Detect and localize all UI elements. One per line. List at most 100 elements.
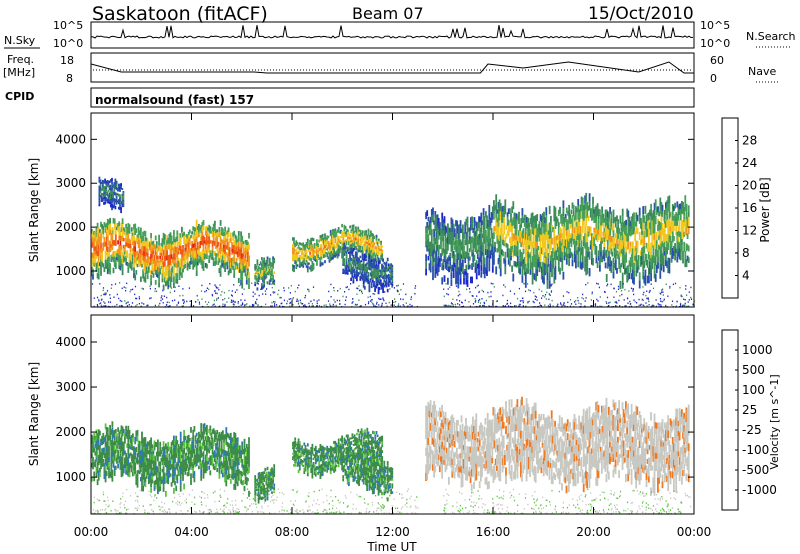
echo-cell [151, 254, 154, 258]
echo-cell [427, 242, 430, 248]
ground-scatter-cell [472, 295, 474, 297]
echo-cell [678, 226, 681, 232]
echo-cell [527, 223, 529, 229]
echo-cell [651, 220, 654, 228]
echo-cell [264, 269, 267, 271]
echo-cell [434, 237, 437, 245]
ground-scatter-cell [578, 302, 580, 304]
echo-cell [203, 240, 206, 244]
echo-cell [595, 246, 598, 252]
echo-cell [342, 234, 345, 238]
ground-scatter-cell [541, 290, 543, 292]
ground-scatter-cell [633, 293, 635, 296]
echo-cell [357, 259, 359, 263]
ground-scatter-cell [590, 299, 592, 301]
echo-cell [374, 258, 376, 262]
echo-cell [371, 255, 373, 259]
echo-cell [554, 207, 557, 215]
echo-cell [122, 255, 125, 259]
ground-scatter-cell [496, 300, 498, 302]
echo-cell [449, 252, 452, 257]
echo-cell [240, 247, 242, 253]
ground-scatter-cell [662, 288, 664, 290]
ground-scatter-cell [613, 296, 615, 298]
echo-cell [559, 267, 561, 275]
echo-cell [578, 213, 581, 218]
echo-cell [443, 255, 446, 263]
echo-cell [437, 255, 440, 262]
echo-cell [440, 240, 442, 245]
echo-cell [504, 206, 507, 215]
echo-cell [458, 231, 461, 239]
echo-cell [121, 252, 124, 259]
echo-cell [578, 226, 581, 231]
echo-cell [313, 259, 316, 261]
echo-cell [678, 248, 681, 254]
echo-cell [620, 231, 623, 236]
echo-cell [665, 234, 667, 241]
echo-cell [380, 255, 382, 258]
ground-scatter-cell [166, 304, 168, 306]
ground-scatter-cell [356, 303, 358, 306]
echo-cell [669, 250, 672, 255]
echo-cell [546, 264, 549, 273]
ground-scatter-cell [447, 288, 449, 290]
ground-scatter-cell [575, 299, 577, 302]
echo-cell [234, 234, 237, 239]
echo-cell [577, 212, 580, 220]
echo-cell [194, 254, 197, 258]
echo-cell [527, 217, 529, 224]
echo-cell [486, 262, 488, 270]
echo-cell [551, 270, 553, 278]
echo-cell [600, 220, 602, 226]
echo-cell [371, 274, 374, 277]
echo-cell [169, 248, 172, 255]
echo-cell [386, 275, 389, 279]
echo-cell [334, 231, 337, 235]
echo-cell [621, 232, 624, 241]
echo-cell [550, 238, 552, 244]
noise-left-ticks: 10^5 10^0 [53, 19, 83, 50]
ground-scatter-cell [561, 304, 563, 307]
ground-scatter-cell [487, 291, 489, 294]
echo-cell [110, 233, 113, 237]
echo-cell [622, 259, 625, 265]
echo-cell [342, 260, 345, 264]
echo-cell [155, 273, 158, 277]
echo-cell [95, 440, 98, 446]
echo-cell [109, 430, 111, 436]
ground-scatter-cell [445, 304, 447, 307]
ground-scatter-cell [394, 298, 396, 300]
echo-cell [356, 233, 358, 236]
echo-cell [457, 274, 460, 282]
echo-cell [128, 229, 131, 234]
ground-scatter-cell [384, 291, 386, 293]
ground-scatter-cell [680, 302, 682, 305]
echo-cell [223, 248, 225, 253]
echo-cell [632, 227, 634, 235]
echo-cell [188, 261, 191, 266]
echo-cell [675, 230, 678, 235]
echo-cell [577, 240, 580, 247]
echo-cell [585, 234, 588, 243]
ground-scatter-cell [372, 303, 374, 305]
echo-cell [255, 265, 258, 268]
echo-cell [336, 239, 339, 243]
ground-scatter-cell [223, 291, 225, 294]
echo-cell [445, 248, 448, 254]
echo-cell [643, 238, 646, 246]
echo-cell [324, 260, 326, 264]
echo-cell [92, 258, 94, 264]
echo-cell [186, 238, 189, 243]
echo-cell [344, 271, 347, 275]
echo-cell [483, 257, 486, 265]
echo-cell [579, 226, 582, 234]
echo-cell [678, 253, 681, 260]
echo-cell [333, 251, 335, 255]
echo-cell [349, 269, 351, 272]
echo-cell [247, 245, 249, 249]
echo-cell [134, 223, 137, 230]
echo-cell [594, 228, 597, 234]
echo-cell [649, 229, 651, 236]
echo-cell [636, 227, 639, 235]
